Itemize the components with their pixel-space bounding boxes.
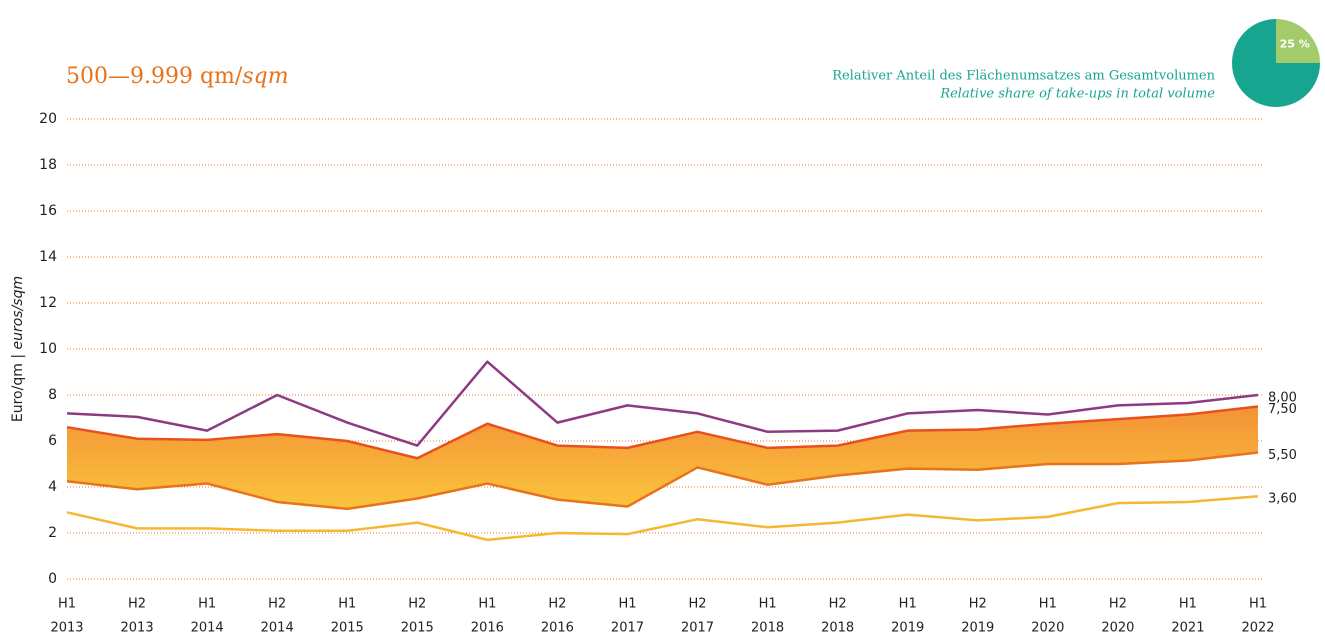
x-tick-label: H2 <box>128 597 146 612</box>
x-tick-label: H2 <box>1109 597 1127 612</box>
y-tick-label: 16 <box>39 203 57 219</box>
end-label: 8,00 <box>1268 391 1297 406</box>
chart-title: 500—9.999 qm/sqm <box>66 64 289 89</box>
x-tick-label: 2021 <box>1171 621 1204 636</box>
x-tick-label: H1 <box>58 597 76 612</box>
y-tick-label: 10 <box>39 341 57 357</box>
series-line <box>66 494 1259 542</box>
x-tick-label: H1 <box>759 597 777 612</box>
x-tick-label: 2018 <box>821 621 854 636</box>
x-tick-label: 2020 <box>1101 621 1134 636</box>
y-tick-label: 2 <box>48 525 57 541</box>
x-tick-label: 2020 <box>1031 621 1064 636</box>
x-tick-label: 2015 <box>331 621 364 636</box>
y-tick-label: 14 <box>39 249 57 265</box>
pie-subtitle: Relative share of take-ups in total volu… <box>939 87 1215 102</box>
x-tick-label: 2019 <box>961 621 994 636</box>
x-tick-label: H1 <box>899 597 917 612</box>
y-tick-label: 6 <box>48 433 57 449</box>
x-tick-label: H1 <box>618 597 636 612</box>
x-tick-label: H2 <box>268 597 286 612</box>
end-label: 5,50 <box>1268 448 1297 463</box>
x-tick-label: H1 <box>198 597 216 612</box>
y-axis-label: Euro/qm | euros/sqm <box>10 276 26 422</box>
x-tick-label: H2 <box>829 597 847 612</box>
x-tick-label: 2014 <box>191 621 224 636</box>
title-en: sqm <box>242 64 288 89</box>
x-tick-label: H1 <box>478 597 496 612</box>
pie-slice <box>1232 19 1320 107</box>
y-tick-label: 12 <box>39 295 57 311</box>
series-line <box>66 405 1259 460</box>
x-tick-label: 2016 <box>471 621 504 636</box>
x-tick-label: H1 <box>338 597 356 612</box>
x-tick-label: 2013 <box>121 621 154 636</box>
x-tick-label: 2019 <box>891 621 924 636</box>
y-tick-label: 18 <box>39 157 57 173</box>
x-tick-label: H2 <box>969 597 987 612</box>
x-tick-label: 2013 <box>50 621 83 636</box>
x-tick-label: 2017 <box>681 621 714 636</box>
series-line <box>66 451 1259 511</box>
x-tick-label: 2017 <box>611 621 644 636</box>
pie-label: 25 % <box>1280 37 1310 50</box>
x-tick-label: H2 <box>548 597 566 612</box>
pie-slice <box>1276 19 1320 63</box>
x-tick-label: H2 <box>408 597 426 612</box>
x-tick-label: H1 <box>1039 597 1057 612</box>
x-tick-label: H1 <box>1249 597 1267 612</box>
x-tick-label: 2016 <box>541 621 574 636</box>
end-label: 7,50 <box>1268 402 1297 417</box>
pie-title: Relativer Anteil des Flächenumsatzes am … <box>832 69 1215 84</box>
y-tick-label: 0 <box>48 571 57 587</box>
end-label: 3,60 <box>1268 492 1297 507</box>
x-tick-label: 2014 <box>261 621 294 636</box>
y-tick-label: 4 <box>48 479 57 495</box>
x-tick-label: H1 <box>1179 597 1197 612</box>
series-line <box>66 360 1259 447</box>
x-tick-label: 2022 <box>1241 621 1274 636</box>
y-tick-label: 20 <box>39 111 57 127</box>
y-label-de: Euro/qm | <box>10 350 26 423</box>
y-tick-label: 8 <box>48 387 57 403</box>
title-de: 500—9.999 qm/ <box>66 64 243 89</box>
x-tick-label: 2015 <box>401 621 434 636</box>
y-label-en: euros/sqm <box>10 276 26 350</box>
x-tick-label: 2018 <box>751 621 784 636</box>
band-area <box>67 406 1258 509</box>
x-tick-label: H2 <box>689 597 707 612</box>
